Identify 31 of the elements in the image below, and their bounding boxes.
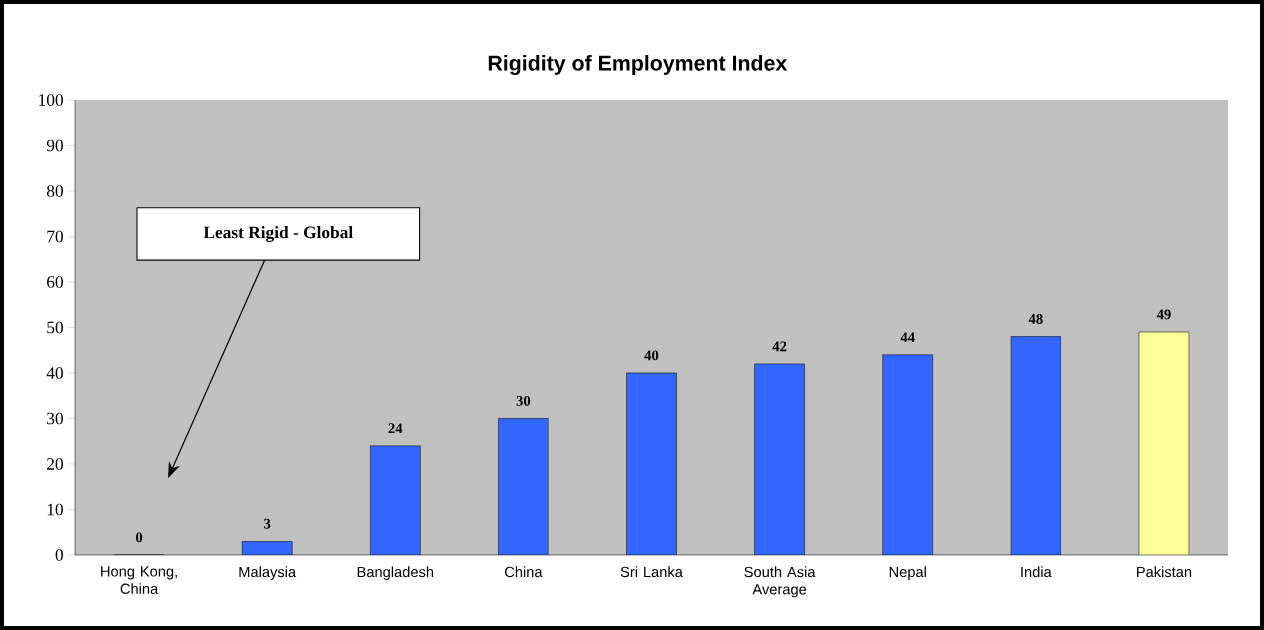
data-label: 3 bbox=[264, 518, 271, 529]
y-tick-label: 70 bbox=[47, 230, 63, 243]
y-tick-label: 30 bbox=[47, 412, 63, 425]
x-tick-label: India bbox=[1021, 566, 1052, 578]
x-tick-label: Malaysia bbox=[239, 566, 297, 581]
data-label: 44 bbox=[900, 332, 915, 343]
y-tick-label: 40 bbox=[46, 367, 63, 379]
y-tick-label: 20 bbox=[47, 458, 63, 470]
data-label: 48 bbox=[1028, 313, 1043, 324]
x-tick-label: Sri Lanka bbox=[620, 566, 683, 578]
x-tick-label: China bbox=[504, 566, 543, 578]
y-tick-label: 90 bbox=[46, 139, 63, 152]
data-label: 40 bbox=[644, 350, 659, 361]
y-tick-label: 80 bbox=[46, 185, 63, 197]
x-tick-label: Bangladesh bbox=[357, 566, 434, 581]
y-tick-label: 60 bbox=[47, 276, 63, 288]
chart-title: Rigidity of Employment Index bbox=[488, 55, 788, 75]
data-label: 42 bbox=[772, 341, 787, 352]
x-tick-label: South Asia Average bbox=[744, 566, 816, 598]
y-tick-label: 0 bbox=[55, 549, 63, 561]
x-tick-label: Pakistan bbox=[1137, 566, 1192, 578]
data-label: 0 bbox=[135, 532, 143, 543]
data-label: 24 bbox=[388, 423, 403, 434]
x-tick-label: Nepal bbox=[889, 566, 926, 581]
y-tick-label: 100 bbox=[39, 94, 63, 106]
annotation: Least Rigid - Global bbox=[203, 226, 353, 242]
data-label: 30 bbox=[516, 395, 531, 406]
y-tick-label: 10 bbox=[47, 503, 63, 516]
data-label: 49 bbox=[1156, 309, 1171, 320]
x-tick-label: Hong Kong, China bbox=[101, 566, 177, 594]
y-tick-label: 50 bbox=[47, 321, 63, 334]
